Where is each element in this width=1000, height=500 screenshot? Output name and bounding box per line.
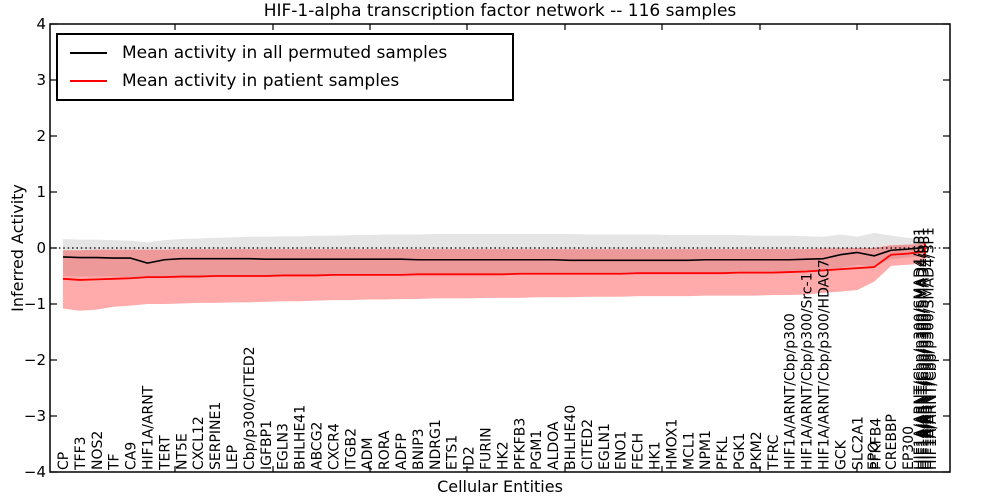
y-tick-label: −2 — [23, 351, 46, 369]
x-category-label: PGM1 — [529, 430, 545, 470]
x-category-label: TERT — [157, 435, 173, 471]
x-category-label-overlapped: HIF1A/ARNT/Cbp — [924, 353, 940, 470]
y-tick-label: 2 — [36, 127, 46, 145]
x-category-label: NPM1 — [698, 430, 714, 470]
x-category-label: ENO1 — [614, 431, 630, 470]
x-category-label: SLC2A1 — [850, 416, 866, 470]
x-category-label: MCL1 — [681, 431, 697, 470]
y-tick-label: −4 — [23, 463, 46, 481]
x-category-label: SERPINE1 — [208, 402, 224, 470]
x-category-label: TFF3 — [73, 436, 89, 471]
legend-label-patient: Mean activity in patient samples — [122, 71, 400, 91]
x-category-label-overlapped: PFKFB4 — [868, 418, 884, 470]
x-category-label: ABCG2 — [310, 422, 326, 470]
y-tick-label: −3 — [23, 407, 46, 425]
x-category-label: HIF1A/ARNT/Cbp/p300/HDAC7 — [817, 259, 833, 470]
x-category-label: PKM2 — [749, 431, 765, 470]
x-category-label: GCK — [833, 439, 849, 470]
permuted-band — [63, 232, 925, 279]
x-category-label: CP — [56, 452, 72, 470]
x-category-label: FURIN — [479, 427, 495, 470]
y-tick-label: 4 — [36, 15, 46, 33]
permuted-mean-line — [62, 246, 925, 264]
legend-entry-patient: Mean activity in patient samples — [70, 67, 500, 95]
x-category-label: ALDOA — [546, 421, 562, 470]
x-category-label: NT5E — [174, 433, 190, 470]
x-category-label: ID2 — [462, 446, 478, 470]
x-category-label: PFKFB3 — [512, 418, 528, 470]
x-category-label: TF — [107, 453, 123, 471]
x-category-label: IGFBP1 — [259, 420, 275, 470]
y-tick-label: −1 — [23, 295, 46, 313]
x-category-label: ITGB2 — [343, 428, 359, 470]
x-category-label: ADFP — [394, 433, 410, 470]
x-category-label: HIF1A/ARNT/Cbp/p300 — [783, 313, 799, 470]
x-axis-label: Cellular Entities — [437, 477, 563, 496]
x-category-label: FECH — [631, 433, 647, 470]
x-category-label: ETS1 — [445, 435, 461, 470]
y-tick-label: 0 — [36, 239, 46, 257]
x-category-label: EGLN1 — [597, 423, 613, 470]
x-category-label: HIF1A/ARNT/Cbp/p300/Src-1 — [800, 272, 816, 470]
x-category-label: PGK1 — [732, 433, 748, 470]
x-category-label: EP300 — [901, 426, 917, 470]
x-category-label: NOS2 — [90, 431, 106, 470]
x-category-label-overlapped: HIF1A/ARNT/Cbp/p300/SMAD4 — [914, 258, 930, 470]
y-tick-label: 3 — [36, 71, 46, 89]
x-category-label: PFKL — [715, 436, 731, 470]
x-category-label: CITED2 — [580, 419, 596, 470]
legend-entry-permuted: Mean activity in all permuted samples — [70, 39, 500, 67]
x-category-label: ADM — [360, 438, 376, 470]
x-category-label: CA9 — [124, 442, 140, 470]
x-category-label: HIF1A/ARNT — [141, 385, 157, 470]
x-category-label: HMOX1 — [664, 419, 680, 470]
x-category-label-overlapped: EPO — [866, 442, 882, 470]
permuted-line-swatch — [70, 51, 107, 55]
patient-line-swatch — [70, 79, 107, 83]
x-category-label-overlapped: HIF1A/ARNT/Cbp/p300 — [919, 313, 935, 470]
x-category-label: RORA — [377, 430, 393, 470]
x-category-label: TFRC — [766, 434, 782, 471]
x-category-label: CREBBP — [884, 414, 900, 470]
x-category-label: HK2 — [495, 441, 511, 470]
patient-mean-line — [62, 250, 926, 281]
x-category-label: LEP — [225, 445, 241, 470]
x-category-label: CXCL12 — [191, 416, 207, 470]
x-category-label: BNIP3 — [411, 428, 427, 470]
x-category-label-overlapped: HIF1A/ARNT/Cbp/p300/SMAD4/SP1 — [917, 227, 933, 470]
x-category-label-overlapped: HIF1A/ARNT/Cbp/p300/SMAD4/SP1 — [912, 227, 928, 470]
x-category-label-overlapped: HIF1A/ARNT/Cbp/p300/SMAD4/SP1 — [922, 227, 938, 470]
x-category-label: BHLHE41 — [293, 405, 309, 470]
x-category-label: CXCR4 — [326, 423, 342, 470]
legend-label-permuted: Mean activity in all permuted samples — [122, 43, 448, 63]
x-category-label: Cbp/p300/CITED2 — [242, 346, 258, 470]
legend: Mean activity in all permuted samples Me… — [56, 33, 514, 101]
x-category-label: HK1 — [648, 441, 664, 470]
x-category-label: NDRG1 — [428, 419, 444, 470]
x-category-label: EGLN3 — [276, 423, 292, 470]
chart-title: HIF-1-alpha transcription factor network… — [263, 1, 737, 21]
y-tick-label: 1 — [36, 183, 46, 201]
x-category-label: BHLHE40 — [563, 405, 579, 470]
